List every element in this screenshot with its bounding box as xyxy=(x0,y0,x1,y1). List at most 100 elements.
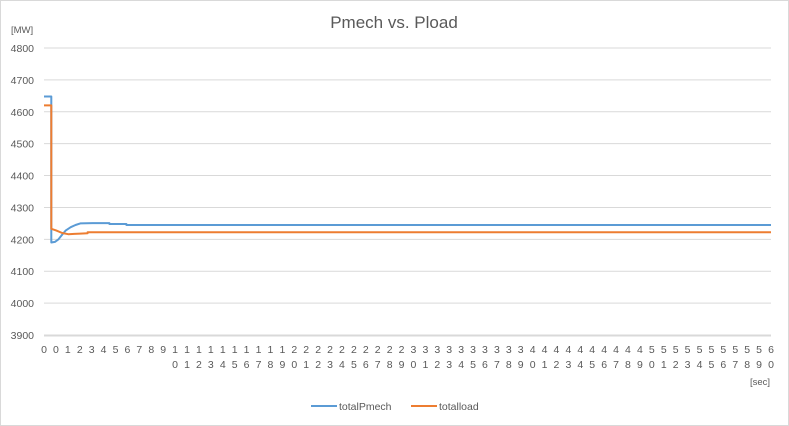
x-tick-label-second-digit: 0 xyxy=(411,359,417,371)
x-tick-label: 5 xyxy=(732,344,738,356)
x-tick-label-second-digit: 3 xyxy=(446,359,452,371)
x-tick-label: 2 xyxy=(375,344,381,356)
x-tick-label: 6 xyxy=(125,344,131,356)
x-tick-label-second-digit: 2 xyxy=(434,359,440,371)
x-tick-label: 3 xyxy=(506,344,512,356)
x-tick-label: 5 xyxy=(720,344,726,356)
x-tick-label-second-digit: 3 xyxy=(327,359,333,371)
x-tick-label: 5 xyxy=(661,344,667,356)
x-tick-label-second-digit: 4 xyxy=(697,359,703,371)
x-tick-label: 4 xyxy=(101,344,107,356)
x-tick-label-second-digit: 2 xyxy=(315,359,321,371)
x-tick-label: 4 xyxy=(601,344,607,356)
x-tick-label-second-digit: 9 xyxy=(279,359,285,371)
x-tick-label: 3 xyxy=(411,344,417,356)
x-tick-label: 8 xyxy=(148,344,154,356)
x-tick-label: 3 xyxy=(422,344,428,356)
x-tick-label: 2 xyxy=(315,344,321,356)
x-tick-label: 1 xyxy=(232,344,238,356)
x-tick-label-second-digit: 9 xyxy=(518,359,524,371)
x-tick-label-second-digit: 5 xyxy=(589,359,595,371)
y-tick-label: 4100 xyxy=(11,266,35,278)
x-tick-label: 1 xyxy=(220,344,226,356)
x-tick-label-second-digit: 9 xyxy=(399,359,405,371)
y-tick-label: 4500 xyxy=(11,139,35,151)
x-tick-label-second-digit: 4 xyxy=(458,359,464,371)
x-tick-label: 1 xyxy=(196,344,202,356)
x-tick-label-second-digit: 4 xyxy=(220,359,226,371)
x-tick-label: 2 xyxy=(363,344,369,356)
x-tick-label-second-digit: 5 xyxy=(708,359,714,371)
y-tick-label: 4600 xyxy=(11,107,35,119)
x-tick-label: 5 xyxy=(756,344,762,356)
x-tick-label-second-digit: 1 xyxy=(422,359,428,371)
x-axis-ticks: 0 0 1 2 3 4 5 6 7 8 9 10111213141516171819202122232… xyxy=(41,344,774,371)
x-tick-label-second-digit: 6 xyxy=(244,359,250,371)
x-tick-label-second-digit: 6 xyxy=(601,359,607,371)
x-tick-label: 2 xyxy=(291,344,297,356)
x-tick-label: 2 xyxy=(303,344,309,356)
series-lines xyxy=(44,95,771,244)
x-tick-label: 5 xyxy=(685,344,691,356)
x-tick-label: 4 xyxy=(613,344,619,356)
x-tick-label-second-digit: 3 xyxy=(208,359,214,371)
x-tick-label-second-digit: 6 xyxy=(482,359,488,371)
x-tick-label-second-digit: 4 xyxy=(339,359,345,371)
x-tick-label: 4 xyxy=(542,344,548,356)
series-line-totalPmech xyxy=(44,95,771,244)
legend-label: totalPmech xyxy=(339,401,392,413)
x-tick-label: 5 xyxy=(649,344,655,356)
x-tick-label-second-digit: 8 xyxy=(744,359,750,371)
x-tick-label-second-digit: 1 xyxy=(542,359,548,371)
x-tick-label-second-digit: 6 xyxy=(363,359,369,371)
x-tick-label: 4 xyxy=(577,344,583,356)
x-tick-label: 4 xyxy=(554,344,560,356)
y-tick-label: 4000 xyxy=(11,298,35,310)
x-tick-label-second-digit: 5 xyxy=(470,359,476,371)
x-tick-label: 1 xyxy=(65,344,71,356)
y-tick-label: 4400 xyxy=(11,171,35,183)
x-tick-label-second-digit: 0 xyxy=(530,359,536,371)
x-tick-label: 1 xyxy=(244,344,250,356)
x-tick-label-second-digit: 9 xyxy=(756,359,762,371)
legend-label: totalload xyxy=(439,401,479,413)
x-tick-label: 2 xyxy=(351,344,357,356)
x-tick-label-second-digit: 3 xyxy=(565,359,571,371)
x-tick-label-second-digit: 7 xyxy=(375,359,381,371)
x-tick-label-second-digit: 8 xyxy=(625,359,631,371)
x-tick-label: 3 xyxy=(446,344,452,356)
x-tick-label: 1 xyxy=(184,344,190,356)
x-tick-label: 1 xyxy=(268,344,274,356)
x-tick-label-second-digit: 7 xyxy=(732,359,738,371)
x-tick-label: 5 xyxy=(708,344,714,356)
x-tick-label-second-digit: 8 xyxy=(387,359,393,371)
x-tick-label-second-digit: 8 xyxy=(268,359,274,371)
series-line-totalload xyxy=(44,104,771,236)
x-tick-label-second-digit: 7 xyxy=(494,359,500,371)
x-tick-label-second-digit: 2 xyxy=(554,359,560,371)
x-tick-label-second-digit: 0 xyxy=(172,359,178,371)
x-tick-label-second-digit: 9 xyxy=(637,359,643,371)
x-tick-label: 2 xyxy=(327,344,333,356)
x-tick-label-second-digit: 3 xyxy=(685,359,691,371)
x-tick-label-second-digit: 7 xyxy=(613,359,619,371)
x-tick-label-second-digit: 2 xyxy=(673,359,679,371)
x-tick-label: 5 xyxy=(697,344,703,356)
x-tick-label: 1 xyxy=(279,344,285,356)
x-tick-label-second-digit: 5 xyxy=(351,359,357,371)
x-tick-label: 3 xyxy=(518,344,524,356)
x-tick-label: 1 xyxy=(208,344,214,356)
x-tick-label: 1 xyxy=(172,344,178,356)
x-tick-label: 3 xyxy=(494,344,500,356)
x-tick-label: 4 xyxy=(625,344,631,356)
legend: totalPmech totalload xyxy=(311,401,479,413)
x-tick-label-second-digit: 8 xyxy=(506,359,512,371)
x-tick-label: 6 xyxy=(768,344,774,356)
x-tick-label-second-digit: 4 xyxy=(577,359,583,371)
y-axis-ticks: 3900 4000 4100 4200 4300 4400 4500 4600 4700 4800 xyxy=(11,43,35,342)
x-tick-label: 5 xyxy=(673,344,679,356)
x-tick-label-second-digit: 0 xyxy=(291,359,297,371)
x-tick-label-second-digit: 6 xyxy=(720,359,726,371)
